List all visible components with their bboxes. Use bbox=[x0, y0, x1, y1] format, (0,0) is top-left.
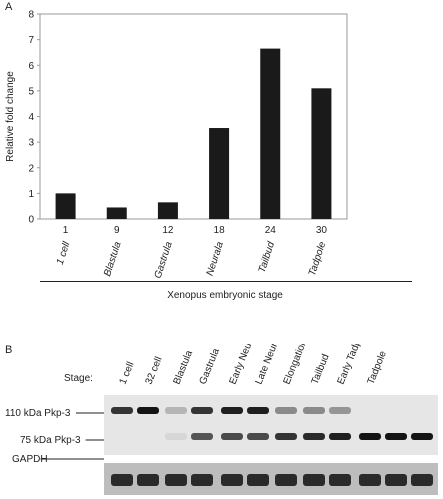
band-75kda bbox=[359, 433, 381, 440]
y-tick-label: 8 bbox=[28, 10, 34, 21]
y-tick-label: 6 bbox=[28, 61, 34, 72]
band-110kda bbox=[303, 407, 325, 414]
x-category-name: Tadpole bbox=[307, 240, 328, 277]
band-gapdh bbox=[165, 474, 187, 486]
band-75kda bbox=[329, 433, 351, 440]
band-75kda bbox=[385, 433, 407, 440]
band-110kda bbox=[191, 407, 213, 414]
bar-9 bbox=[106, 207, 127, 219]
x-tick-label: 24 bbox=[265, 225, 277, 236]
band-gapdh bbox=[111, 474, 133, 486]
band-gapdh bbox=[221, 474, 243, 486]
lane-label: Tailbud bbox=[310, 353, 332, 387]
lane-label: Late Neurala bbox=[254, 344, 286, 386]
x-tick-label: 9 bbox=[114, 225, 120, 236]
band-75kda bbox=[221, 433, 243, 440]
x-tick-label: 18 bbox=[214, 225, 226, 236]
band-label: 75 kDa Pkp-3 bbox=[20, 435, 81, 446]
band-75kda bbox=[275, 433, 297, 440]
x-axis-title: Xenopus embryonic stage bbox=[167, 290, 283, 301]
band-110kda bbox=[329, 407, 351, 414]
bar-18 bbox=[209, 128, 230, 219]
band-110kda bbox=[247, 407, 269, 414]
panel-b-label: B bbox=[5, 344, 13, 356]
band-110kda bbox=[275, 407, 297, 414]
bar-24 bbox=[260, 48, 281, 219]
band-110kda bbox=[165, 407, 187, 414]
band-gapdh bbox=[303, 474, 325, 486]
panel-a-label: A bbox=[5, 1, 13, 13]
x-category-name: Gastrula bbox=[153, 240, 175, 280]
band-75kda bbox=[411, 433, 433, 440]
band-label: 110 kDa Pkp-3 bbox=[5, 408, 71, 419]
gapdh-membrane bbox=[104, 463, 438, 495]
y-axis-title: Relative fold change bbox=[5, 71, 16, 162]
band-75kda bbox=[191, 433, 213, 440]
y-tick-label: 4 bbox=[28, 112, 34, 123]
band-gapdh bbox=[247, 474, 269, 486]
band-75kda bbox=[165, 433, 187, 440]
lane-label: 1 cell bbox=[118, 360, 137, 386]
band-gapdh bbox=[411, 474, 433, 486]
bar-30 bbox=[311, 88, 332, 219]
western-blot: Stage: 1 cell 32 cell Blastula Gastrula Early… bbox=[5, 344, 438, 495]
band-110kda bbox=[111, 407, 133, 414]
y-tick-label: 1 bbox=[28, 189, 34, 200]
band-gapdh bbox=[275, 474, 297, 486]
x-category-name: Neurala bbox=[205, 240, 226, 277]
x-tick-label: 1 bbox=[63, 225, 69, 236]
x-category-name: Blastula bbox=[102, 240, 124, 278]
band-gapdh bbox=[329, 474, 351, 486]
x-tick-label: 30 bbox=[316, 225, 328, 236]
band-gapdh bbox=[359, 474, 381, 486]
band-label: GAPDH bbox=[12, 454, 48, 465]
x-category-name: 1 cell bbox=[55, 240, 73, 266]
y-tick-label: 3 bbox=[28, 138, 34, 149]
x-axis-bracket-line bbox=[40, 281, 412, 282]
y-tick-label: 5 bbox=[28, 86, 34, 97]
lane-label: Gastrula bbox=[198, 347, 223, 387]
lane-label: Elongation bbox=[282, 344, 310, 386]
bar-12 bbox=[157, 202, 178, 219]
stage-label: Stage: bbox=[64, 373, 93, 384]
band-gapdh bbox=[137, 474, 159, 486]
lane-label: Tadpole bbox=[366, 349, 389, 386]
band-110kda bbox=[221, 407, 243, 414]
x-category-name: Tailbud bbox=[257, 240, 277, 274]
band-gapdh bbox=[191, 474, 213, 486]
y-tick-label: 0 bbox=[28, 215, 34, 226]
y-tick-label: 7 bbox=[28, 35, 34, 46]
y-tick-label: 2 bbox=[28, 163, 34, 174]
blot-membrane bbox=[104, 395, 438, 455]
lane-label: Early Tadpole bbox=[336, 344, 369, 386]
band-110kda bbox=[137, 407, 159, 414]
x-tick-label: 12 bbox=[162, 225, 174, 236]
band-75kda bbox=[247, 433, 269, 440]
bar-1 bbox=[55, 193, 76, 219]
lane-label: 32 cell bbox=[144, 355, 165, 386]
band-75kda bbox=[303, 433, 325, 440]
plot-frame bbox=[39, 13, 348, 220]
lane-label: Blastula bbox=[172, 349, 196, 387]
band-gapdh bbox=[385, 474, 407, 486]
